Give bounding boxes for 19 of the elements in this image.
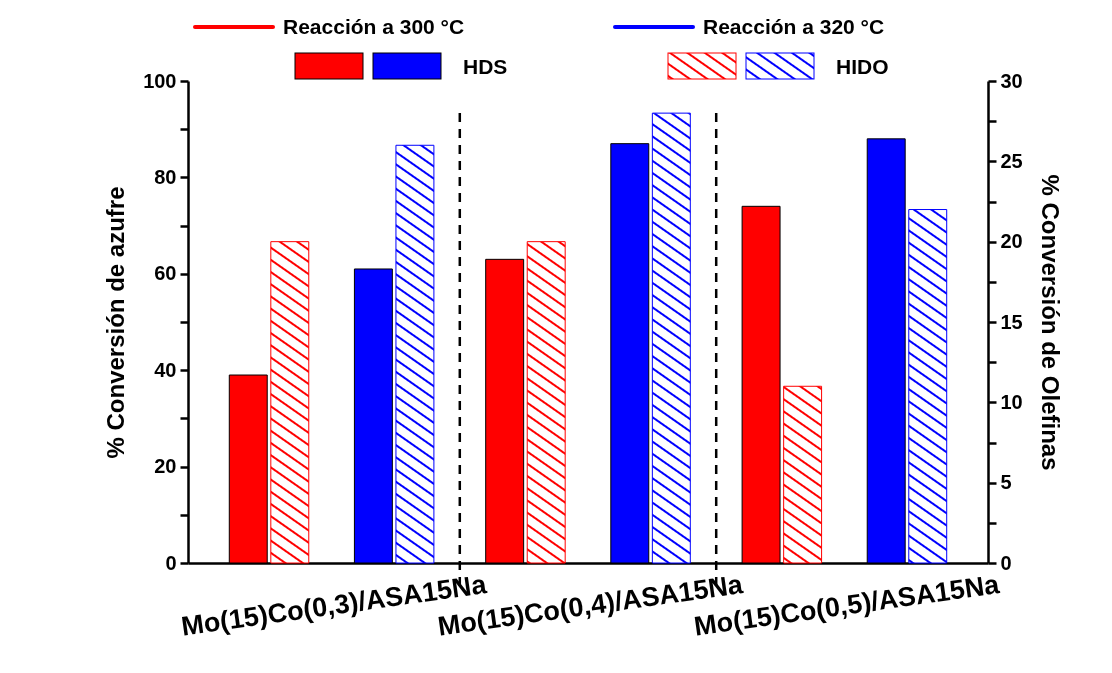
legend-label: HDS [463,55,508,78]
y-tick-label: 40 [154,358,177,381]
y2-axis-title: % Conversión de Olefinas [1036,174,1064,471]
text: Reacción a 320 °C [703,15,885,38]
y-tick-label: 100 [143,69,177,92]
text: Reacción a 300 °C [283,15,465,38]
y2-tick-label: 15 [1000,310,1023,333]
y2-tick-label: 5 [1000,471,1012,494]
y2-tick-label: 0 [1000,551,1012,574]
y-axis-title: % Conversión de azufre [102,186,130,459]
y-tick-label: 60 [154,262,177,285]
y2-tick-label: 25 [1000,149,1023,172]
y-tick-label: 80 [154,165,177,188]
y-tick-label: 20 [154,455,177,478]
y-tick-label: 0 [165,551,177,574]
y2-tick-label: 20 [1000,230,1023,253]
legend-label: HIDO [836,55,889,78]
y2-tick-label: 30 [1000,69,1023,92]
y2-tick-label: 10 [1000,390,1023,413]
